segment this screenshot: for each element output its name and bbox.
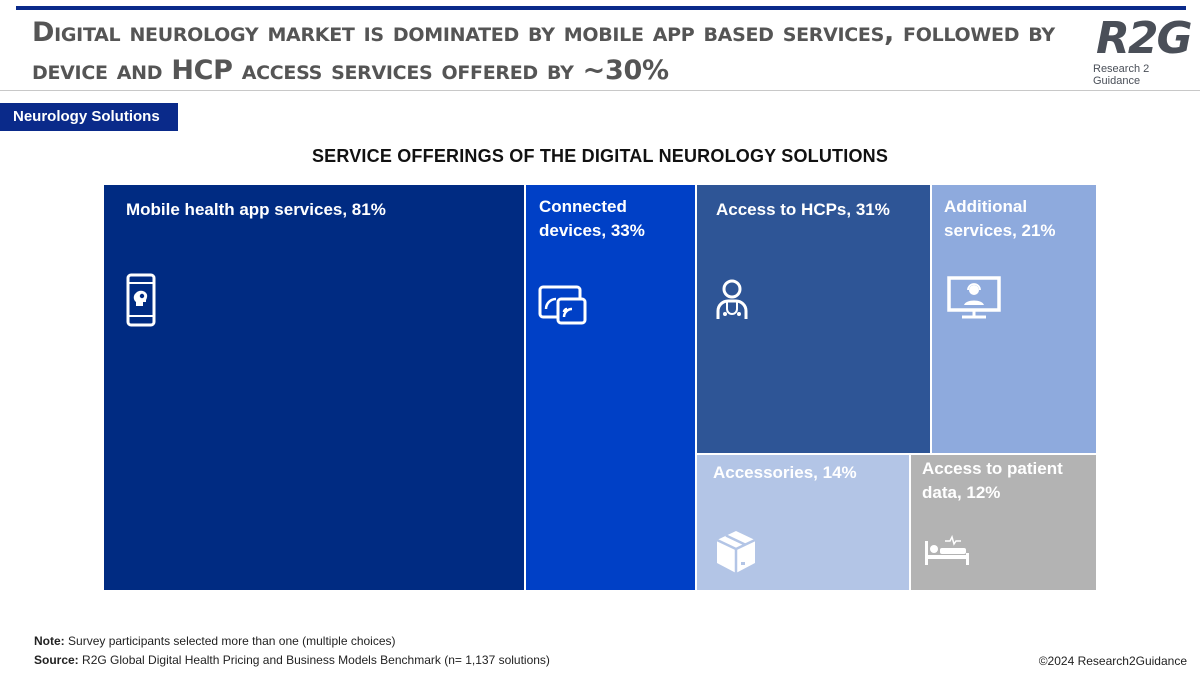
treemap-chart: Mobile health app services, 81% Connected… [104, 185, 1096, 590]
hospital-bed-icon [923, 534, 971, 572]
source-text: R2G Global Digital Health Pricing and Bu… [82, 653, 550, 667]
treemap-cell: Access to patient data, 12% [911, 455, 1096, 590]
box-icon [715, 529, 757, 580]
connected-device-icon [538, 285, 588, 330]
treemap-cell: Connected devices, 33% [526, 185, 695, 590]
treemap-cell-label: Additional services, 21% [944, 197, 1056, 240]
treemap-cell-label: Mobile health app services, 81% [126, 200, 386, 219]
note-text: Survey participants selected more than o… [68, 634, 396, 648]
page-title: Digital neurology market is dominated by… [32, 17, 1055, 86]
source-label: Source: [34, 653, 79, 667]
treemap-cell: Access to HCPs, 31% [697, 185, 930, 453]
header-divider [0, 90, 1200, 91]
smartphone-brain-icon [126, 273, 156, 332]
copyright: ©2024 Research2Guidance [1038, 654, 1187, 668]
treemap-cell-label: Access to HCPs, 31% [716, 200, 890, 219]
treemap-cell-label: Access to patient data, 12% [922, 459, 1063, 502]
section-tag: Neurology Solutions [0, 103, 178, 131]
monitor-support-icon [946, 275, 1002, 324]
logo-wordmark: R2G [1096, 13, 1193, 64]
treemap-cell-label: Accessories, 14% [713, 463, 857, 482]
source-line: Source: R2G Global Digital Health Pricin… [34, 653, 550, 667]
treemap-cell-label: Connected devices, 33% [539, 197, 645, 240]
note-label: Note: [34, 634, 65, 648]
r2g-logo: R2G Research 2 Guidance [1093, 13, 1193, 88]
note-line: Note: Survey participants selected more … [34, 634, 396, 648]
treemap-cell: Additional services, 21% [932, 185, 1096, 453]
chart-title: SERVICE OFFERINGS OF THE DIGITAL NEUROLO… [311, 146, 889, 166]
treemap-cell: Mobile health app services, 81% [104, 185, 524, 590]
treemap-cell: Accessories, 14% [697, 455, 909, 590]
logo-subtitle: Research 2 Guidance [1093, 63, 1150, 87]
top-accent-bar [16, 6, 1186, 10]
doctor-icon [715, 277, 749, 326]
